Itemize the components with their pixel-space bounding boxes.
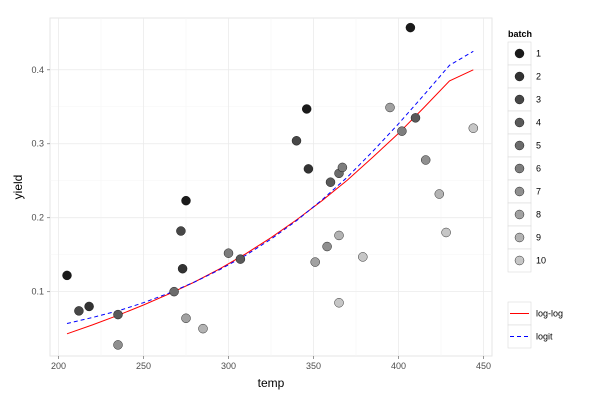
legend-label-9: 9: [536, 233, 541, 243]
curve-logit: [66, 50, 474, 324]
legend-swatch-8: [514, 209, 525, 220]
y-tick-label: 0.1: [31, 287, 44, 297]
legend-label-3: 3: [536, 95, 541, 105]
legend-swatch-5: [514, 140, 525, 151]
batch-legend-title: batch: [508, 29, 532, 39]
legend-swatch-10: [514, 255, 525, 266]
data-point-batch-2: [177, 264, 188, 274]
data-point-batch-10: [441, 227, 451, 238]
data-point-batch-5: [169, 286, 179, 297]
legend-swatch-6: [514, 163, 525, 174]
fit-curves: [66, 50, 474, 335]
data-point-batch-1: [62, 270, 72, 281]
curve-legend: log-log logit: [507, 301, 563, 349]
y-axis-title: yield: [11, 175, 25, 200]
data-point-batch-10: [358, 252, 368, 262]
data-point-batch-7: [113, 340, 123, 350]
data-point-batch-1: [405, 22, 416, 33]
data-point-batch-6: [397, 126, 407, 136]
data-point-batch-8: [310, 257, 320, 267]
x-tick-label: 250: [136, 361, 151, 371]
data-point-batch-1: [181, 195, 191, 206]
data-point-batch-1: [302, 104, 312, 114]
data-point-batch-10: [468, 123, 478, 133]
data-point-batch-9: [434, 189, 444, 199]
x-axis-title: temp: [258, 376, 285, 390]
data-point-batch-9: [198, 323, 208, 334]
data-point-batch-3: [74, 306, 84, 316]
data-point-batch-3: [176, 226, 186, 236]
x-tick-label: 350: [306, 361, 321, 371]
legend-label-10: 10: [536, 256, 546, 266]
legend-label-2: 2: [536, 72, 541, 82]
data-point-batch-6: [223, 248, 234, 258]
data-point-batch-4: [325, 177, 336, 187]
legend-swatch-1: [514, 48, 525, 59]
x-tick-label: 450: [476, 361, 491, 371]
curve-log-log: [66, 69, 474, 335]
data-point-batch-2: [303, 164, 314, 174]
legend-label-4: 4: [536, 118, 541, 128]
data-point-batch-6: [337, 162, 348, 173]
legend-label-5: 5: [536, 141, 541, 151]
scatter-points: [62, 22, 478, 350]
legend-swatch-7: [514, 186, 525, 197]
data-point-batch-7: [322, 241, 332, 252]
data-point-batch-4: [113, 309, 123, 320]
legend-label-log-log: log-log: [536, 309, 563, 319]
data-point-batch-4: [235, 254, 246, 264]
batch-legend: batch 1 2 3 4 5 6 7 8 9 10: [507, 29, 546, 273]
legend-swatch-3: [514, 94, 525, 105]
data-point-batch-3: [291, 136, 302, 146]
data-point-batch-8: [385, 102, 395, 113]
data-point-batch-10: [334, 298, 344, 308]
legend-label-logit: logit: [536, 332, 553, 342]
data-point-batch-9: [334, 230, 344, 241]
data-point-batch-4: [410, 113, 421, 123]
x-tick-label: 200: [51, 361, 66, 371]
grid: [50, 18, 492, 356]
legend-swatch-4: [514, 117, 525, 128]
data-point-batch-7: [421, 155, 431, 165]
legend-swatch-9: [514, 232, 525, 243]
legend-label-7: 7: [536, 187, 541, 197]
legend-label-6: 6: [536, 164, 541, 174]
legend-swatch-2: [514, 71, 525, 82]
y-axis-ticks: 0.1 0.2 0.3 0.4: [31, 65, 50, 297]
x-tick-label: 400: [391, 361, 406, 371]
y-tick-label: 0.4: [31, 65, 44, 75]
x-axis-ticks: 200 250 300 350 400 450: [51, 356, 491, 371]
data-point-batch-2: [84, 301, 94, 312]
legend-label-1: 1: [536, 49, 541, 59]
legend-label-8: 8: [536, 210, 541, 220]
y-tick-label: 0.2: [31, 213, 44, 223]
data-point-batch-8: [181, 313, 191, 323]
x-tick-label: 300: [221, 361, 236, 371]
y-tick-label: 0.3: [31, 139, 44, 149]
